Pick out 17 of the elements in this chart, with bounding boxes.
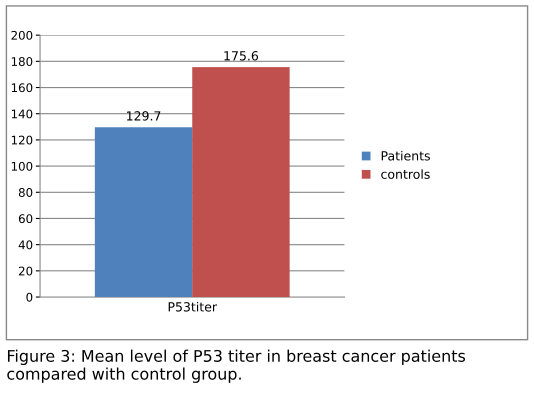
- y-tick-label: 120: [12, 136, 32, 145]
- y-tick-label: 20: [18, 266, 32, 276]
- y-tick-label: 180: [12, 57, 32, 66]
- caption: Figure 3: Mean level of P53 titer in breast cancer patients compared with control group.: [7, 350, 466, 383]
- y-tick-label: 160: [12, 83, 32, 92]
- data-label: 129.7: [127, 111, 160, 121]
- y-tick-label: 60: [18, 214, 32, 224]
- legend-label: controls: [381, 169, 430, 179]
- y-tick-label: 140: [12, 109, 32, 118]
- y-tick-label: 40: [18, 240, 32, 250]
- y-tick-label: 80: [18, 188, 32, 197]
- legend-label: Patients: [382, 150, 430, 161]
- y-tick-label: 100: [12, 162, 32, 171]
- data-label: 175.6: [224, 51, 258, 61]
- y-tick-label: 0: [26, 292, 32, 302]
- x-tick-label: P53titer: [168, 302, 218, 312]
- y-tick-label: 200: [11, 30, 32, 40]
